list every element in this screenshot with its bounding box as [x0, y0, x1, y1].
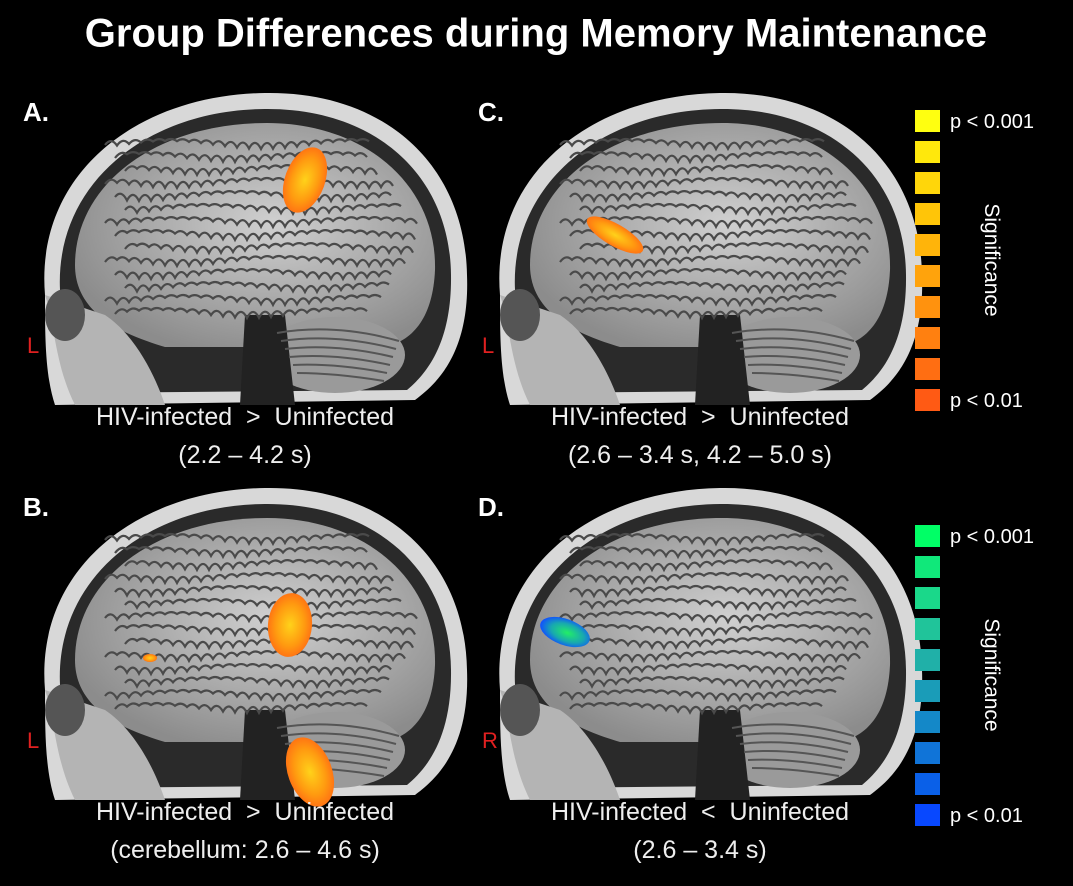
colorbar-swatch — [915, 711, 940, 733]
colorbar-swatch — [915, 587, 940, 609]
colorbar-swatch — [915, 327, 940, 349]
eye — [45, 289, 85, 341]
hemisphere-label: L — [27, 728, 39, 753]
colorbar-swatch — [915, 110, 940, 132]
activation-cluster — [143, 654, 157, 662]
panel-letter: A. — [23, 97, 49, 127]
hemisphere-label: L — [27, 333, 39, 358]
colorbar-swatch — [915, 742, 940, 764]
eye — [500, 684, 540, 736]
colorbar-swatch — [915, 141, 940, 163]
colorbar-swatch — [915, 556, 940, 578]
colorbar-swatch — [915, 296, 940, 318]
panel-letter: C. — [478, 97, 504, 127]
panel-caption: HIV-infected > Uninfected — [96, 403, 394, 431]
colorbar-swatch — [915, 680, 940, 702]
panel-caption: HIV-infected > Uninfected — [551, 403, 849, 431]
panel-caption: (2.2 – 4.2 s) — [178, 441, 311, 469]
panel-caption: (2.6 – 3.4 s, 4.2 – 5.0 s) — [568, 441, 832, 469]
eye — [45, 684, 85, 736]
colorbar-swatch — [915, 649, 940, 671]
colorbar-swatch — [915, 172, 940, 194]
panel-caption: HIV-infected < Uninfected — [551, 798, 849, 826]
panel-caption: HIV-infected > Uninfected — [96, 798, 394, 826]
colorbar-bottom-label: p < 0.01 — [950, 805, 1023, 827]
panel-caption: (cerebellum: 2.6 – 4.6 s) — [110, 836, 380, 864]
colorbar-title: Significance — [980, 203, 1003, 316]
hemisphere-label: R — [482, 728, 498, 753]
colorbar-swatch — [915, 525, 940, 547]
panel-caption: (2.6 – 3.4 s) — [633, 836, 766, 864]
figure-title: Group Differences during Memory Maintena… — [85, 12, 987, 56]
page: Group Differences during Memory Maintena… — [0, 0, 1073, 886]
colorbar-top-label: p < 0.001 — [950, 526, 1034, 548]
colorbar-swatch — [915, 389, 940, 411]
colorbar-top-label: p < 0.001 — [950, 111, 1034, 133]
eye — [500, 289, 540, 341]
colorbar-swatch — [915, 203, 940, 225]
hemisphere-label: L — [482, 333, 494, 358]
colorbar-swatch — [915, 234, 940, 256]
colorbar-swatch — [915, 773, 940, 795]
colorbar-swatch — [915, 804, 940, 826]
panel-letter: B. — [23, 492, 49, 522]
colorbar-swatch — [915, 618, 940, 640]
colorbar-title: Significance — [980, 618, 1003, 731]
figure: Group Differences during Memory Maintena… — [0, 0, 1073, 886]
colorbar-swatch — [915, 265, 940, 287]
colorbar-bottom-label: p < 0.01 — [950, 390, 1023, 412]
colorbar-swatch — [915, 358, 940, 380]
panel-letter: D. — [478, 492, 504, 522]
